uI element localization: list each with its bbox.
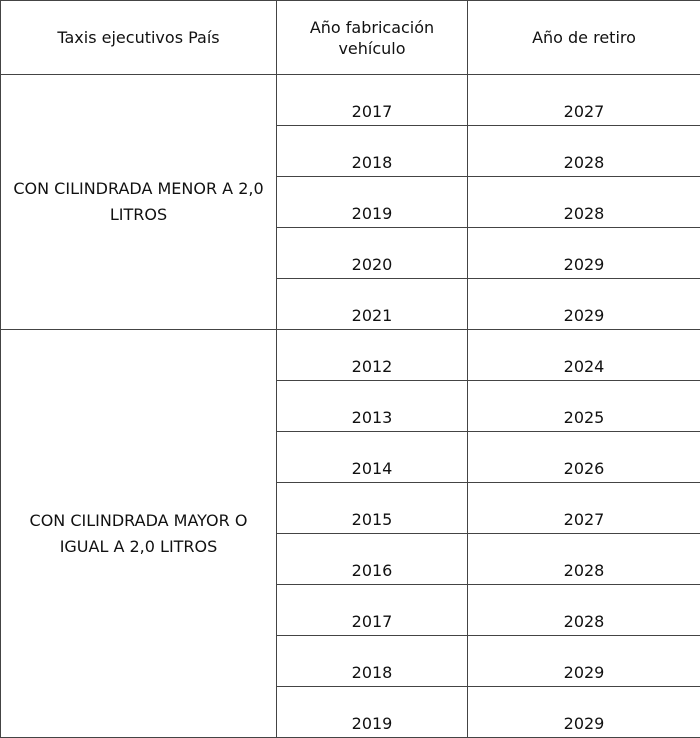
group-label: CON CILINDRADA MENOR A 2,0 LITROS xyxy=(1,75,277,330)
retirement-year-cell: 2027 xyxy=(468,483,700,534)
manufacture-year-cell: 2018 xyxy=(277,636,468,687)
header-row: Taxis ejecutivos País Año fabricación ve… xyxy=(1,1,700,75)
group-label: CON CILINDRADA MAYOR O IGUAL A 2,0 LITRO… xyxy=(1,330,277,738)
manufacture-year-cell: 2016 xyxy=(277,534,468,585)
retirement-year-cell: 2028 xyxy=(468,585,700,636)
manufacture-year-cell: 2018 xyxy=(277,126,468,177)
retirement-year-cell: 2025 xyxy=(468,381,700,432)
manufacture-year-cell: 2014 xyxy=(277,432,468,483)
header-manufacture-year: Año fabricación vehículo xyxy=(277,1,468,75)
retirement-year-cell: 2027 xyxy=(468,75,700,126)
retirement-year-cell: 2028 xyxy=(468,534,700,585)
retirement-year-cell: 2029 xyxy=(468,228,700,279)
retirement-year-cell: 2024 xyxy=(468,330,700,381)
manufacture-year-cell: 2013 xyxy=(277,381,468,432)
retirement-year-cell: 2029 xyxy=(468,279,700,330)
header-retirement-year: Año de retiro xyxy=(468,1,700,75)
manufacture-year-cell: 2021 xyxy=(277,279,468,330)
table-row: CON CILINDRADA MAYOR O IGUAL A 2,0 LITRO… xyxy=(1,330,700,381)
retirement-year-cell: 2028 xyxy=(468,126,700,177)
header-category: Taxis ejecutivos País xyxy=(1,1,277,75)
manufacture-year-cell: 2020 xyxy=(277,228,468,279)
retirement-year-cell: 2029 xyxy=(468,636,700,687)
manufacture-year-cell: 2017 xyxy=(277,585,468,636)
manufacture-year-cell: 2019 xyxy=(277,177,468,228)
manufacture-year-cell: 2019 xyxy=(277,687,468,738)
manufacture-year-cell: 2017 xyxy=(277,75,468,126)
manufacture-year-cell: 2015 xyxy=(277,483,468,534)
retirement-year-cell: 2028 xyxy=(468,177,700,228)
manufacture-year-cell: 2012 xyxy=(277,330,468,381)
retirement-year-cell: 2026 xyxy=(468,432,700,483)
retirement-year-cell: 2029 xyxy=(468,687,700,738)
